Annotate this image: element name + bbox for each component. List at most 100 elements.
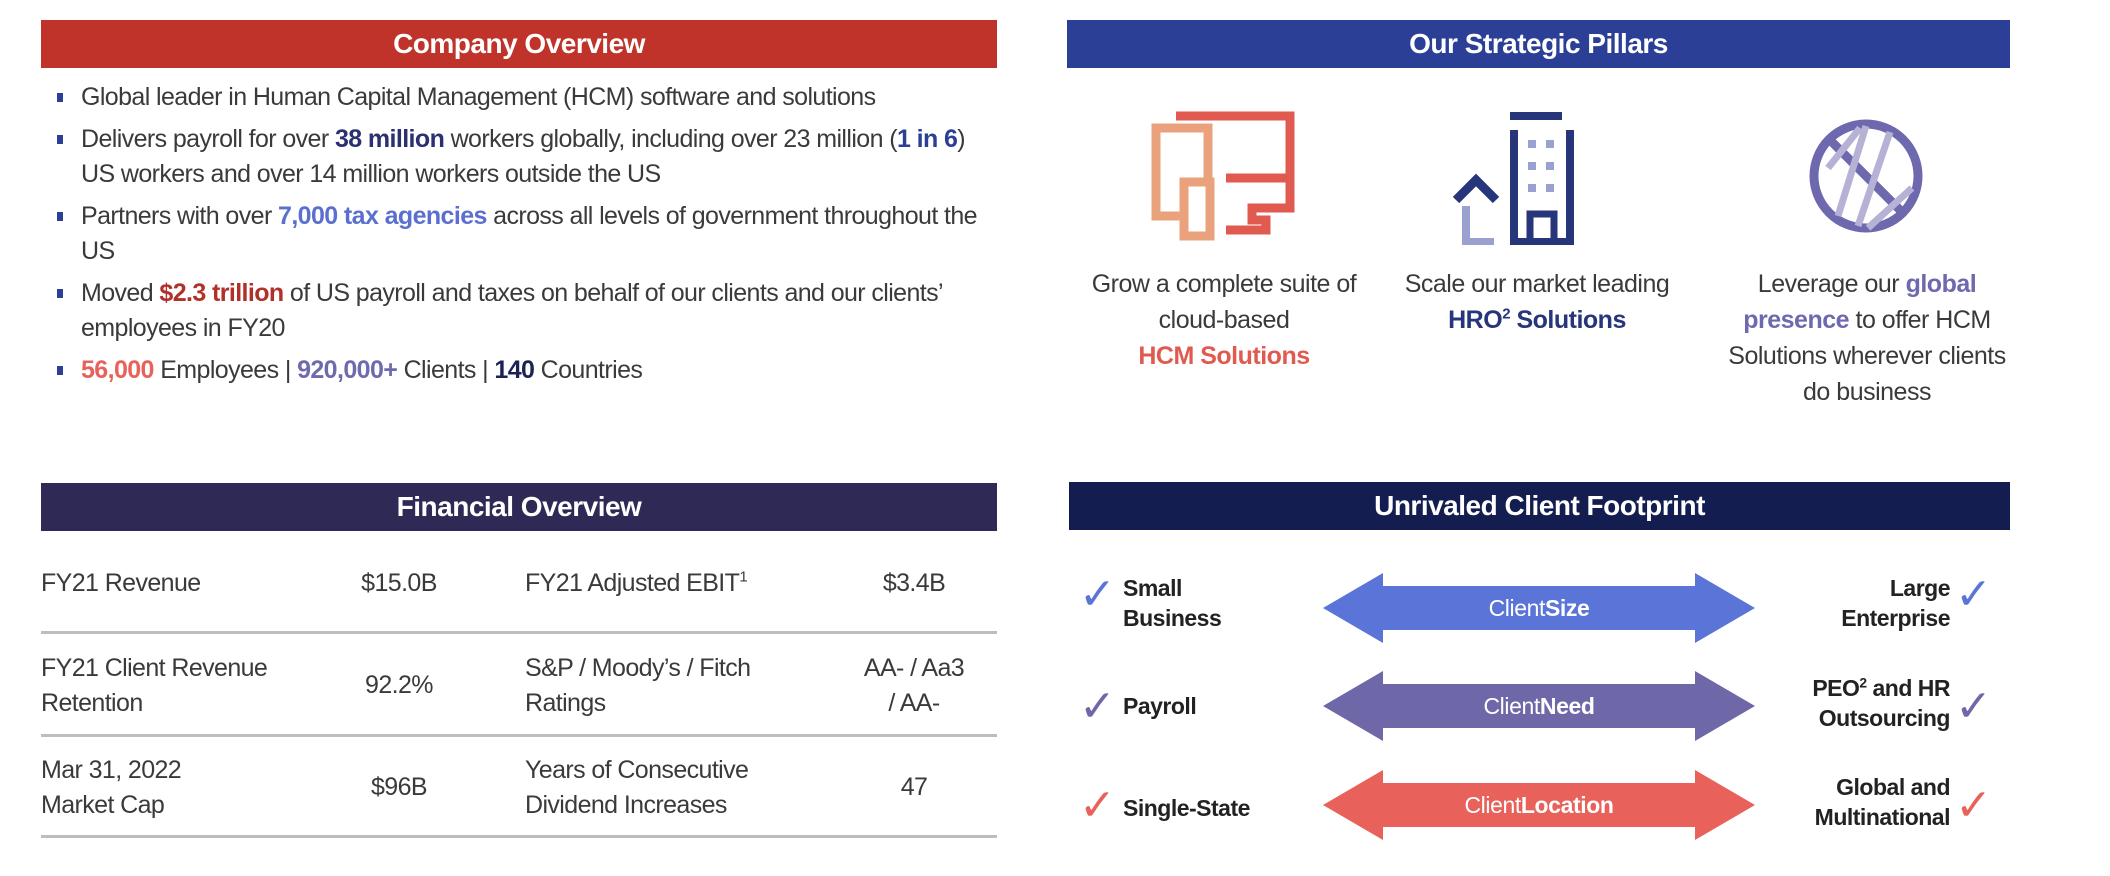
metric-label: Years of Consecutive Dividend Increases bbox=[525, 756, 749, 819]
footprint-row-size: ✓ Small Business Client Size Large Enter… bbox=[1069, 563, 2010, 653]
metric-value: 47 bbox=[900, 773, 928, 801]
double-arrow-icon bbox=[1323, 573, 1755, 643]
bullet-text: of US payroll and taxes on behalf of our… bbox=[81, 279, 943, 342]
financial-overview-title: Financial Overview bbox=[396, 491, 642, 522]
arrow-label-bold: Need bbox=[1539, 692, 1595, 719]
bullet-text: workers globally, including over 23 mill… bbox=[444, 125, 898, 153]
footprint-right-label: PEO2 and HR Outsourcing bbox=[1780, 673, 1950, 733]
metric-label: S&P / Moody’s / Fitch Ratings bbox=[525, 654, 751, 717]
label-text: PEO bbox=[1812, 675, 1860, 701]
highlight-trillion: $2.3 trillion bbox=[159, 279, 284, 307]
check-icon: ✓ bbox=[1079, 781, 1116, 830]
footnote-marker: 1 bbox=[739, 568, 748, 586]
bullet-text: Partners with over bbox=[81, 202, 279, 230]
footprint-right-label: Global and Multinational bbox=[1814, 774, 1951, 830]
countries-count: 140 bbox=[494, 356, 535, 384]
pillar-text: Leverage our bbox=[1757, 270, 1906, 298]
pillar-highlight: HCM Solutions bbox=[1138, 342, 1310, 370]
bullet-icon bbox=[57, 93, 63, 102]
employees-count: 56,000 bbox=[81, 356, 154, 384]
metric-label: FY21 Client Revenue Retention bbox=[41, 654, 268, 717]
bullet-text: Moved bbox=[81, 279, 160, 307]
metric-value: AA- / Aa3 / AA- bbox=[863, 654, 965, 717]
footprint-row-need: ✓ Payroll Client Need PEO2 and HR Outsou… bbox=[1069, 661, 2010, 751]
client-footprint-title: Unrivaled Client Footprint bbox=[1374, 490, 1705, 521]
clients-count: 920,000+ bbox=[297, 356, 398, 384]
double-arrow-icon bbox=[1323, 671, 1755, 741]
footprint-row-location: ✓ Single-State Client Location Global an… bbox=[1069, 760, 2010, 850]
footprint-left-label: Single-State bbox=[1123, 795, 1250, 821]
footprint-right-label: Large Enterprise bbox=[1841, 575, 1950, 631]
bullet-icon bbox=[57, 135, 63, 144]
globe-icon bbox=[1809, 119, 1923, 233]
arrow-label-bold: Size bbox=[1544, 594, 1590, 621]
bullet-text: Delivers payroll for over bbox=[81, 125, 335, 153]
pillar-text: Grow a complete suite of cloud-based bbox=[1091, 270, 1357, 334]
pillar-global: Leverage our global presence to offer HC… bbox=[1727, 266, 2007, 410]
bullet-item: 56,000 Employees | 920,000+ Clients | 14… bbox=[57, 353, 997, 388]
bullet-text: Countries bbox=[534, 356, 643, 384]
bullet-text: ) US workers and over 14 million workers… bbox=[81, 125, 966, 188]
table-row: FY21 Revenue $15.0B FY21 Adjusted EBIT1 … bbox=[41, 530, 997, 634]
bullet-icon bbox=[57, 366, 63, 375]
double-arrow-icon bbox=[1323, 770, 1755, 840]
strategic-pillars-title: Our Strategic Pillars bbox=[1409, 28, 1668, 59]
metric-label: FY21 Revenue bbox=[41, 569, 201, 597]
pillar-highlight: HRO bbox=[1448, 306, 1503, 334]
highlight-ratio: 1 in 6 bbox=[896, 125, 958, 153]
bullet-text: Global leader in Human Capital Managemen… bbox=[81, 83, 876, 111]
metric-label-text: FY21 Adjusted EBIT bbox=[525, 569, 740, 597]
metric-value: $96B bbox=[371, 773, 428, 801]
pillar-text: to offer HCM Solutions wherever clients … bbox=[1728, 306, 2006, 406]
pillar-hcm: Grow a complete suite of cloud-based HCM… bbox=[1084, 266, 1364, 374]
check-icon: ✓ bbox=[1955, 570, 1992, 619]
devices-icon bbox=[1151, 111, 1295, 241]
table-row: Mar 31, 2022 Market Cap $96B Years of Co… bbox=[41, 737, 997, 838]
check-icon: ✓ bbox=[1955, 682, 1992, 731]
pillar-highlight: Solutions bbox=[1510, 306, 1626, 334]
check-icon: ✓ bbox=[1955, 781, 1992, 830]
footprint-left-label: Payroll bbox=[1123, 693, 1197, 719]
metric-value: $15.0B bbox=[361, 569, 437, 597]
pillar-text: Scale our market leading bbox=[1404, 270, 1670, 298]
metric-value: $3.4B bbox=[882, 569, 946, 597]
pillar-hro: Scale our market leading HRO2 Solutions bbox=[1377, 266, 1697, 338]
company-overview-header: Company Overview bbox=[41, 20, 997, 68]
financial-overview-header: Financial Overview bbox=[41, 483, 997, 531]
pillar-highlight: global presence bbox=[1743, 270, 1977, 334]
building-icon bbox=[1452, 112, 1574, 245]
arrow-label: Client Need bbox=[1323, 671, 1755, 741]
strategic-pillars-header: Our Strategic Pillars bbox=[1067, 20, 2010, 68]
arrow-label: Client Size bbox=[1323, 573, 1755, 643]
bullet-text: Employees | bbox=[153, 356, 298, 384]
arrow-label-text: Client bbox=[1464, 791, 1521, 818]
company-bullets: Global leader in Human Capital Managemen… bbox=[57, 80, 997, 395]
metric-label: FY21 Adjusted EBIT1 bbox=[525, 566, 748, 601]
metric-label: Mar 31, 2022 Market Cap bbox=[41, 756, 182, 819]
bullet-item: Partners with over 7,000 tax agencies ac… bbox=[57, 199, 997, 269]
bullet-item: Moved $2.3 trillion of US payroll and ta… bbox=[57, 276, 997, 346]
table-row: FY21 Client Revenue Retention 92.2% S&P … bbox=[41, 634, 997, 737]
bullet-item: Global leader in Human Capital Managemen… bbox=[57, 80, 997, 115]
highlight-workers: 38 million bbox=[334, 125, 445, 153]
client-footprint-header: Unrivaled Client Footprint bbox=[1069, 482, 2010, 530]
highlight-tax-agencies: 7,000 tax agencies bbox=[278, 202, 487, 230]
arrow-label-text: Client bbox=[1483, 692, 1540, 719]
label-text: and HR Outsourcing bbox=[1818, 675, 1951, 731]
check-icon: ✓ bbox=[1079, 570, 1116, 619]
bullet-icon bbox=[57, 212, 63, 221]
bullet-icon bbox=[57, 289, 63, 298]
company-overview-title: Company Overview bbox=[393, 28, 645, 59]
footprint-left-label: Small Business bbox=[1123, 575, 1222, 631]
arrow-label-bold: Location bbox=[1520, 791, 1614, 818]
check-icon: ✓ bbox=[1079, 682, 1116, 731]
bullet-text: Clients | bbox=[397, 356, 495, 384]
footnote-marker: 2 bbox=[1859, 675, 1867, 691]
footnote-marker: 2 bbox=[1502, 305, 1511, 323]
bullet-text: across all levels of government througho… bbox=[81, 202, 978, 265]
bullet-item: Delivers payroll for over 38 million wor… bbox=[57, 122, 997, 192]
arrow-label: Client Location bbox=[1323, 770, 1755, 840]
arrow-label-text: Client bbox=[1488, 594, 1546, 621]
financial-table: FY21 Revenue $15.0B FY21 Adjusted EBIT1 … bbox=[41, 530, 997, 838]
metric-value: 92.2% bbox=[365, 671, 433, 699]
